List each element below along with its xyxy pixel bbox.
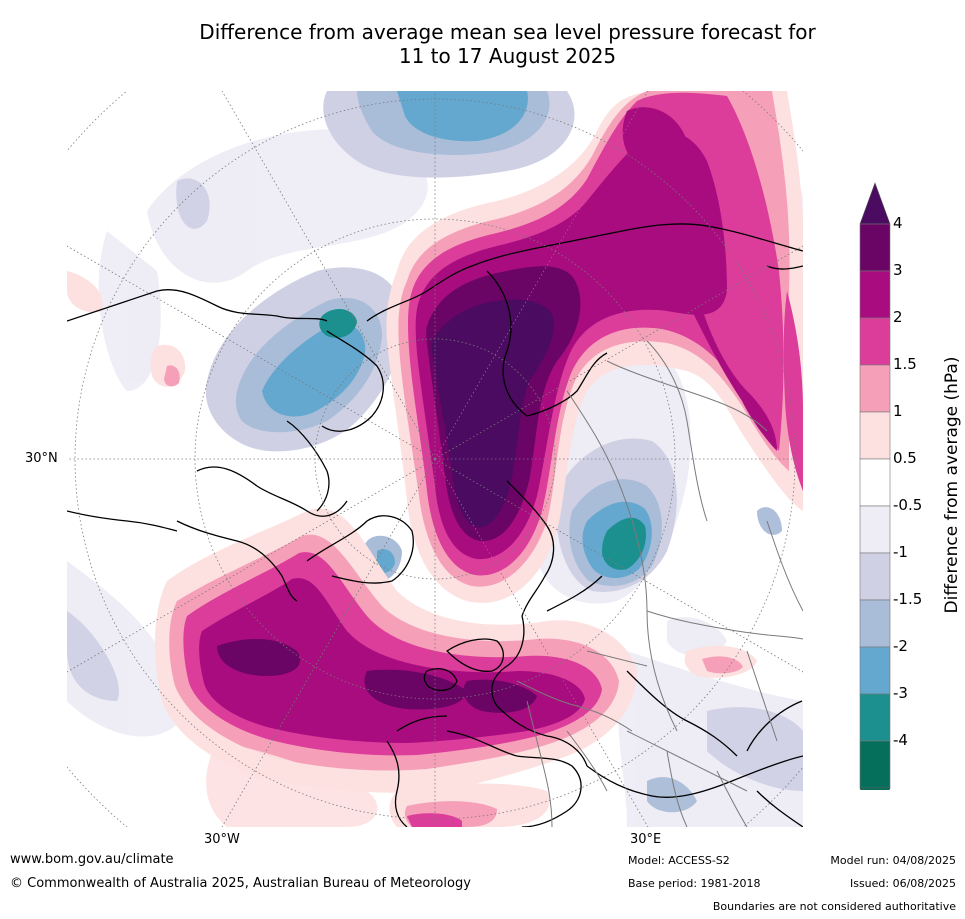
colorbar-tick-label: 3 <box>893 261 903 279</box>
website-link[interactable]: www.bom.gov.au/climate <box>10 852 174 867</box>
colorbar-tick-label: -3 <box>893 684 908 702</box>
chart-title: Difference from average mean sea level p… <box>0 20 965 68</box>
negative-arctic-canada-area <box>205 267 403 582</box>
lon-label-30w: 30°W <box>204 832 240 847</box>
colorbar-segment <box>859 364 891 413</box>
pressure-anomaly-map <box>67 91 803 827</box>
model-text: Model: ACCESS-S2 <box>628 854 730 867</box>
colorbar-segment <box>859 270 891 319</box>
colorbar-tick-label: -0.5 <box>893 496 923 514</box>
colorbar-segment <box>859 599 891 648</box>
colorbar-top-extension <box>859 182 891 225</box>
copyright-text: © Commonwealth of Australia 2025, Austra… <box>10 876 471 891</box>
disclaimer-text: Boundaries are not considered authoritat… <box>712 900 956 913</box>
colorbar-segment <box>859 223 891 272</box>
issued-text: Issued: 06/08/2025 <box>849 877 956 890</box>
colorbar-segment <box>859 411 891 460</box>
lat-label-30n: 30°N <box>25 451 58 466</box>
colorbar-segment <box>859 693 891 742</box>
map-svg <box>67 91 803 827</box>
colorbar-segment <box>859 740 891 789</box>
colorbar-tick-label: 0.5 <box>893 449 917 467</box>
colorbar-bottom-extension <box>859 787 891 790</box>
colorbar-segment <box>859 552 891 601</box>
base-period-text: Base period: 1981-2018 <box>628 877 761 890</box>
colorbar-segment <box>859 317 891 366</box>
positive-barents-siberia-area <box>386 91 803 603</box>
graticule <box>67 91 803 827</box>
colorbar-segment <box>859 505 891 554</box>
colorbar-tick-label: 2 <box>893 308 903 326</box>
colorbar-tick-label: -1.5 <box>893 590 923 608</box>
colorbar-segment <box>859 458 891 507</box>
colorbar-tick-label: 1.5 <box>893 355 917 373</box>
colorbar-tick-label: 4 <box>893 214 903 232</box>
model-run-text: Model run: 04/08/2025 <box>830 854 956 867</box>
title-line-2: 11 to 17 August 2025 <box>398 44 617 68</box>
colorbar-tick-label: -1 <box>893 543 908 561</box>
country-borders <box>516 340 803 827</box>
negative-pacific-area <box>323 91 575 178</box>
lon-label-30e: 30°E <box>630 832 662 847</box>
coastlines <box>67 223 803 827</box>
title-line-1: Difference from average mean sea level p… <box>199 20 816 44</box>
colorbar-tick-label: -2 <box>893 637 908 655</box>
colorbar-tick-label: 1 <box>893 402 903 420</box>
colorbar-segment <box>859 646 891 695</box>
colorbar-title: Difference from average (hPa) <box>942 356 962 614</box>
colorbar-tick-label: -4 <box>893 731 908 749</box>
colorbar <box>859 182 891 790</box>
